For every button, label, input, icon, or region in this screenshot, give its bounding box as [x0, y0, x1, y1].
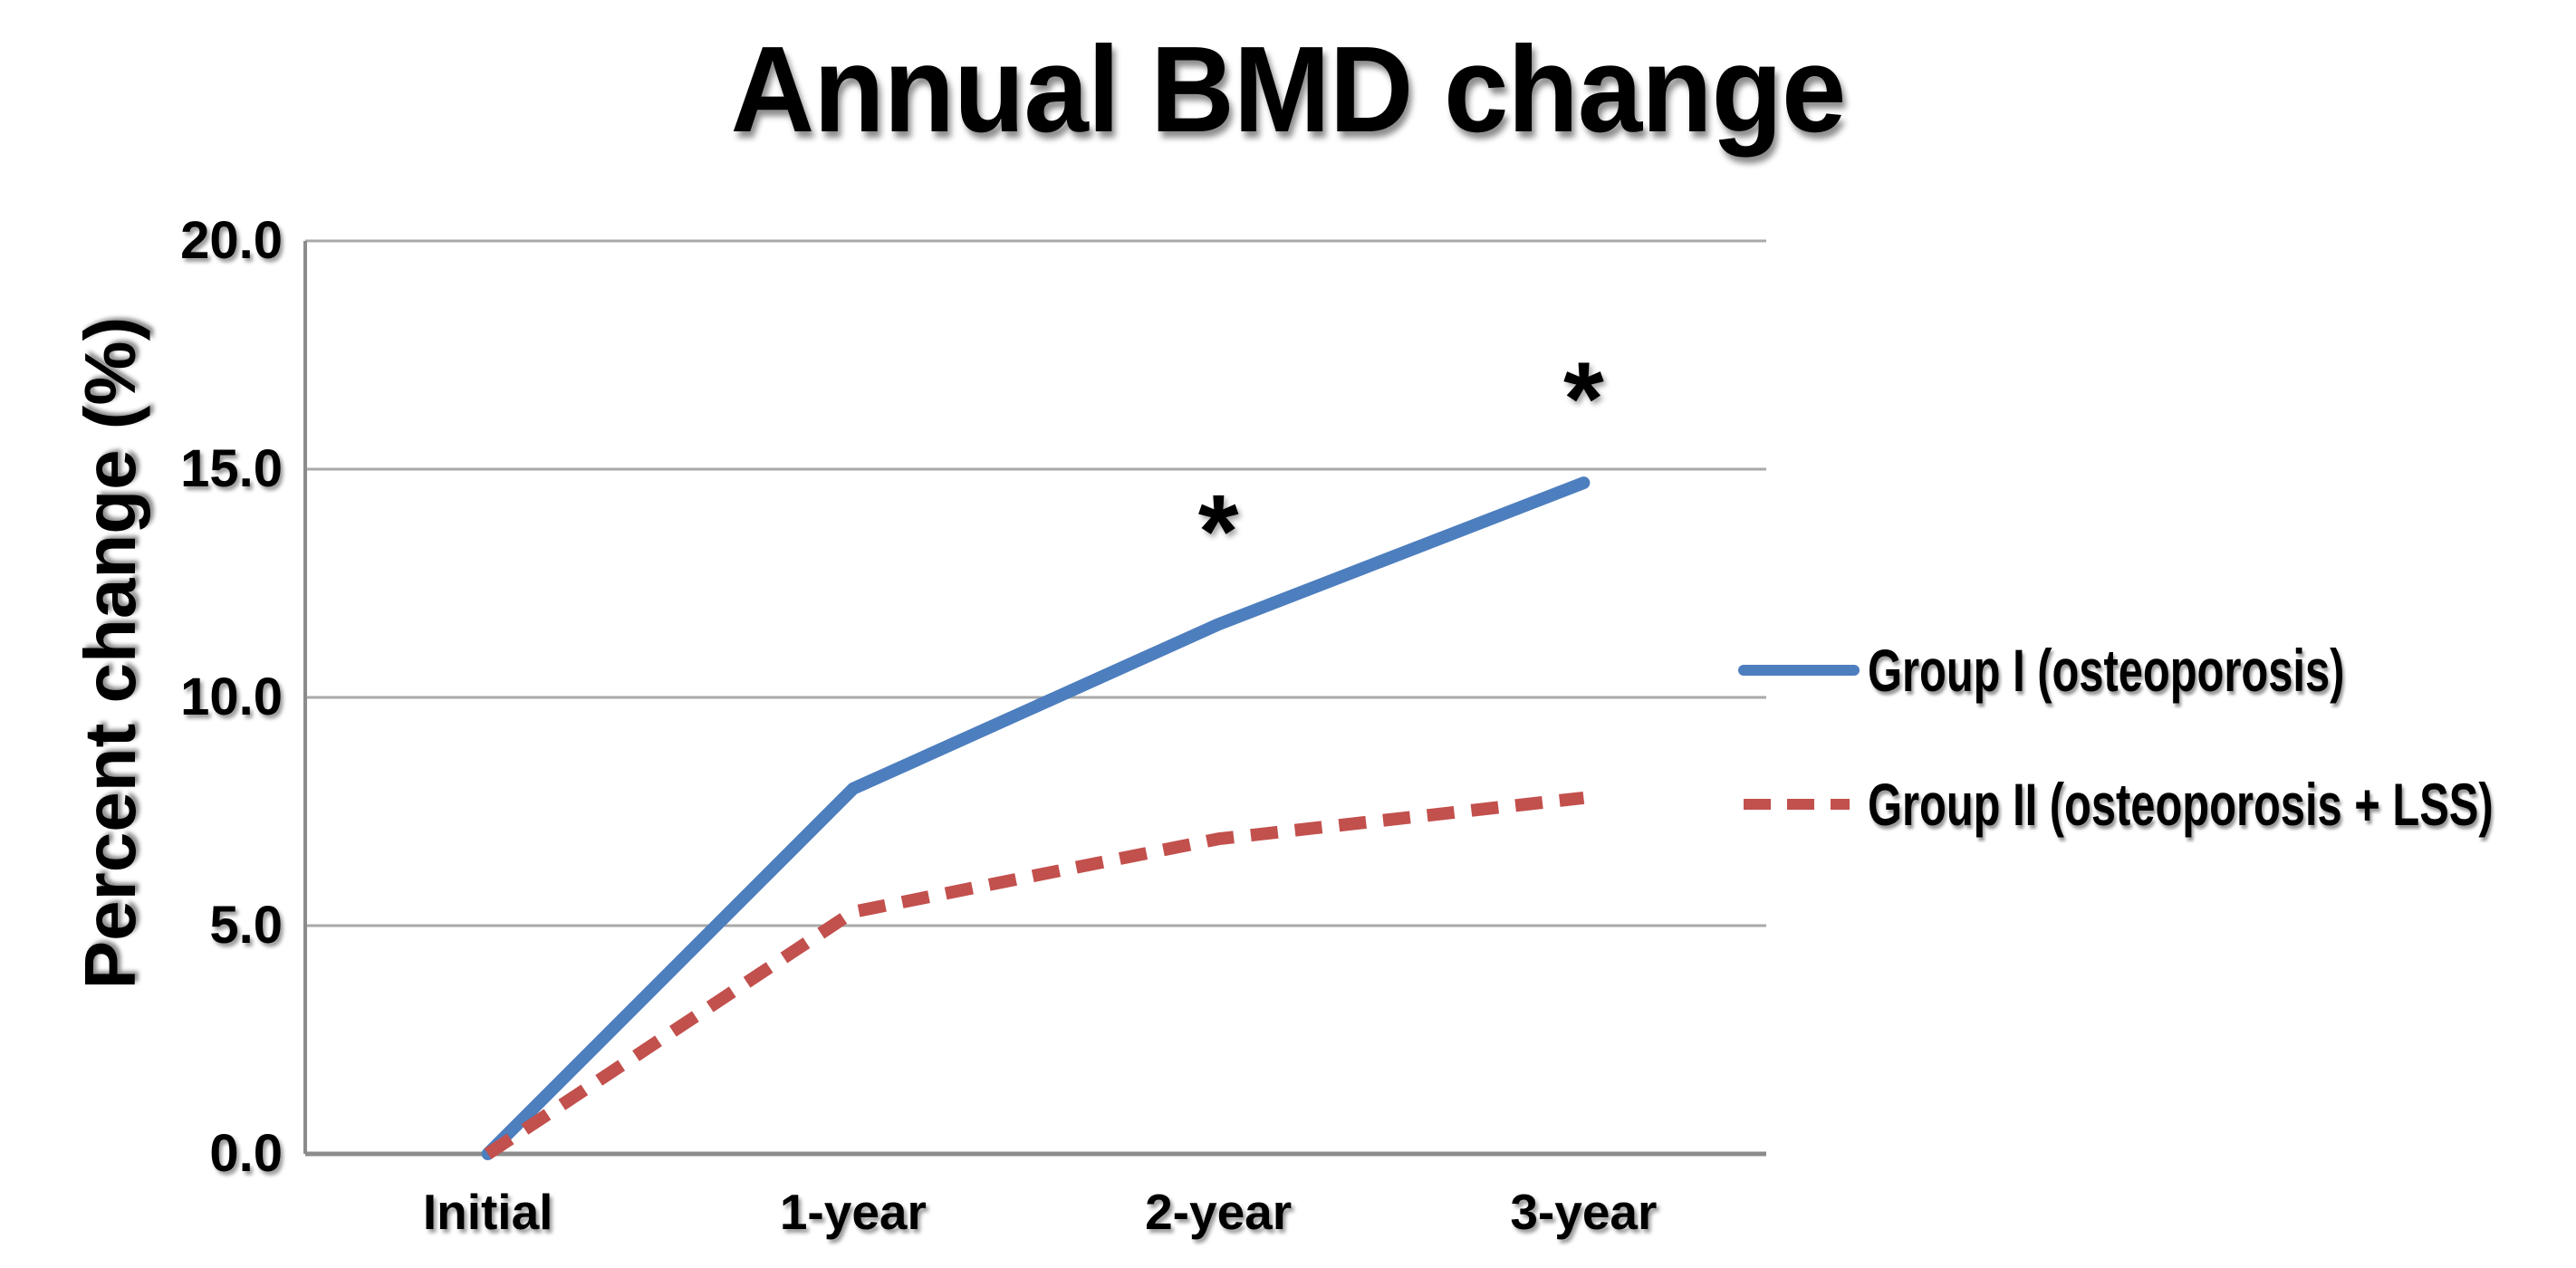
- series-line-group-i: [481, 476, 1591, 1160]
- chart-title: Annual BMD change: [730, 21, 1847, 158]
- x-tick-label-1-year: 1-year: [779, 1184, 927, 1240]
- series-line-group-ii: [484, 791, 1585, 1159]
- y-tick-label-20.0: 20.0: [180, 211, 283, 270]
- legend-samples: [1738, 665, 1860, 810]
- legend-label-group-i: Group I (osteoporosis): [1868, 637, 2345, 704]
- x-tick-label-2-year: 2-year: [1145, 1184, 1293, 1240]
- y-tick-label-10.0: 10.0: [180, 668, 283, 726]
- x-tick-label-3-year: 3-year: [1510, 1184, 1658, 1240]
- significance-marker-3-year: *: [1563, 341, 1604, 457]
- significance-markers: **: [1198, 341, 1604, 590]
- series-lines: [481, 476, 1591, 1160]
- legend-label-group-ii: Group II (osteoporosis + LSS): [1868, 771, 2494, 838]
- y-tick-label-0.0: 0.0: [209, 1124, 283, 1183]
- significance-marker-2-year: *: [1198, 474, 1239, 590]
- y-tick-label-5.0: 5.0: [209, 896, 283, 955]
- y-tick-label-15.0: 15.0: [180, 439, 283, 498]
- x-tick-label-initial: Initial: [422, 1184, 553, 1240]
- gridlines: [305, 239, 1766, 1157]
